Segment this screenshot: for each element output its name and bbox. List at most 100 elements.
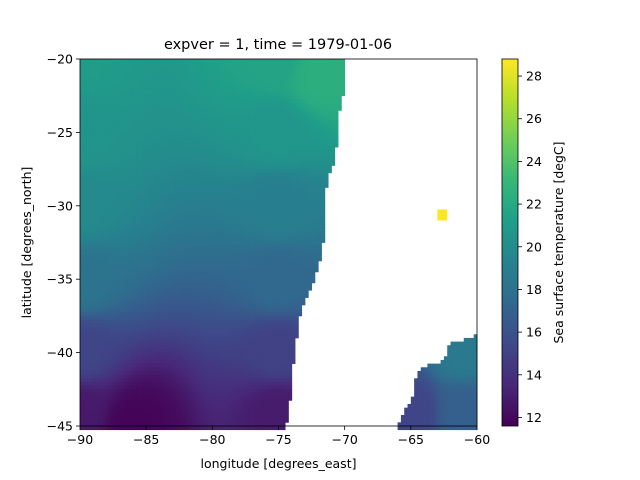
- heatmap-cell: [179, 158, 183, 163]
- heatmap-cell: [106, 125, 111, 130]
- heatmap-cell: [331, 110, 336, 115]
- heatmap-cell: [308, 172, 312, 177]
- heatmap-cell: [308, 70, 312, 75]
- heatmap-cell: [96, 77, 101, 82]
- heatmap-cell: [129, 70, 134, 75]
- heatmap-cell: [195, 227, 200, 232]
- heatmap-cell: [199, 183, 203, 188]
- heatmap-cell: [271, 165, 276, 170]
- heatmap-cell: [156, 257, 160, 262]
- heatmap-cell: [149, 180, 154, 185]
- heatmap-cell: [182, 114, 187, 119]
- heatmap-cell: [99, 220, 104, 225]
- heatmap-cell: [238, 106, 243, 111]
- heatmap-cell: [202, 297, 207, 302]
- heatmap-cell: [288, 73, 293, 78]
- heatmap-cell: [222, 183, 226, 188]
- heatmap-cell: [252, 180, 256, 185]
- heatmap-cell: [318, 198, 322, 203]
- heatmap-cell: [189, 59, 193, 64]
- heatmap-cell: [314, 59, 319, 64]
- heatmap-cell: [255, 92, 260, 97]
- heatmap-cell: [192, 264, 197, 269]
- heatmap-cell: [265, 180, 269, 185]
- heatmap-cell: [285, 290, 289, 295]
- heatmap-cell: [109, 286, 114, 291]
- heatmap-cell: [106, 117, 111, 122]
- heatmap-cell: [218, 231, 223, 236]
- heatmap-cell: [242, 95, 246, 100]
- heatmap-cell: [159, 150, 164, 155]
- heatmap-cell: [252, 128, 256, 133]
- heatmap-cell: [192, 220, 197, 225]
- heatmap-cell: [308, 220, 312, 225]
- heatmap-cell: [195, 62, 200, 67]
- heatmap-cell: [96, 150, 101, 155]
- heatmap-cell: [195, 161, 200, 166]
- heatmap-cell: [123, 198, 127, 203]
- heatmap-cell: [228, 183, 233, 188]
- heatmap-cell: [116, 125, 121, 130]
- heatmap-cell: [275, 169, 279, 174]
- heatmap-cell: [321, 187, 326, 192]
- heatmap-cell: [132, 290, 137, 295]
- heatmap-cell: [235, 128, 240, 133]
- heatmap-cell: [291, 213, 296, 218]
- heatmap-cell: [113, 301, 117, 306]
- heatmap-cell: [179, 139, 183, 144]
- heatmap-cell: [285, 59, 289, 64]
- heatmap-cell: [225, 150, 230, 155]
- heatmap-cell: [156, 249, 160, 254]
- heatmap-cell: [152, 114, 157, 119]
- heatmap-cell: [245, 70, 250, 75]
- heatmap-cell: [136, 176, 140, 181]
- heatmap-cell: [146, 220, 150, 225]
- heatmap-cell: [311, 202, 316, 207]
- heatmap-cell: [275, 242, 279, 247]
- heatmap-cell: [222, 279, 226, 284]
- heatmap-cell: [136, 246, 140, 251]
- heatmap-cell: [298, 73, 303, 78]
- heatmap-cell: [265, 290, 269, 295]
- heatmap-cell: [139, 253, 144, 258]
- heatmap-cell: [341, 92, 346, 97]
- heatmap-cell: [159, 187, 164, 192]
- heatmap-cell: [235, 246, 240, 251]
- heatmap-cell: [218, 293, 223, 298]
- heatmap-cell: [258, 88, 263, 93]
- heatmap-cell: [304, 88, 309, 93]
- heatmap-cell: [228, 257, 233, 262]
- heatmap-cell: [146, 279, 150, 284]
- heatmap-cell: [89, 139, 94, 144]
- heatmap-cell: [149, 106, 154, 111]
- heatmap-cell: [258, 62, 263, 67]
- heatmap-cell: [304, 103, 309, 108]
- heatmap-cell: [298, 132, 303, 137]
- heatmap-cell: [252, 121, 256, 126]
- heatmap-cell: [248, 257, 253, 262]
- heatmap-cell: [166, 213, 170, 218]
- heatmap-cell: [86, 257, 91, 262]
- heatmap-cell: [318, 81, 322, 86]
- heatmap-cell: [258, 275, 263, 280]
- heatmap-cell: [172, 198, 177, 203]
- heatmap-cell: [116, 154, 121, 159]
- heatmap-cell: [252, 216, 256, 221]
- heatmap-cell: [275, 59, 279, 64]
- heatmap-cell: [146, 172, 150, 177]
- heatmap-cell: [261, 95, 266, 100]
- heatmap-cell: [238, 198, 243, 203]
- heatmap-cell: [242, 205, 246, 210]
- heatmap-cell: [314, 183, 319, 188]
- heatmap-cell: [232, 282, 236, 287]
- heatmap-cell: [331, 88, 336, 93]
- heatmap-cell: [89, 275, 94, 280]
- heatmap-cell: [156, 81, 160, 86]
- heatmap-cell: [288, 66, 293, 71]
- heatmap-cell: [80, 253, 84, 258]
- heatmap-cell: [113, 297, 117, 302]
- heatmap-cell: [301, 117, 306, 122]
- heatmap-cell: [113, 136, 117, 141]
- heatmap-cell: [238, 59, 243, 64]
- heatmap-cell: [132, 128, 137, 133]
